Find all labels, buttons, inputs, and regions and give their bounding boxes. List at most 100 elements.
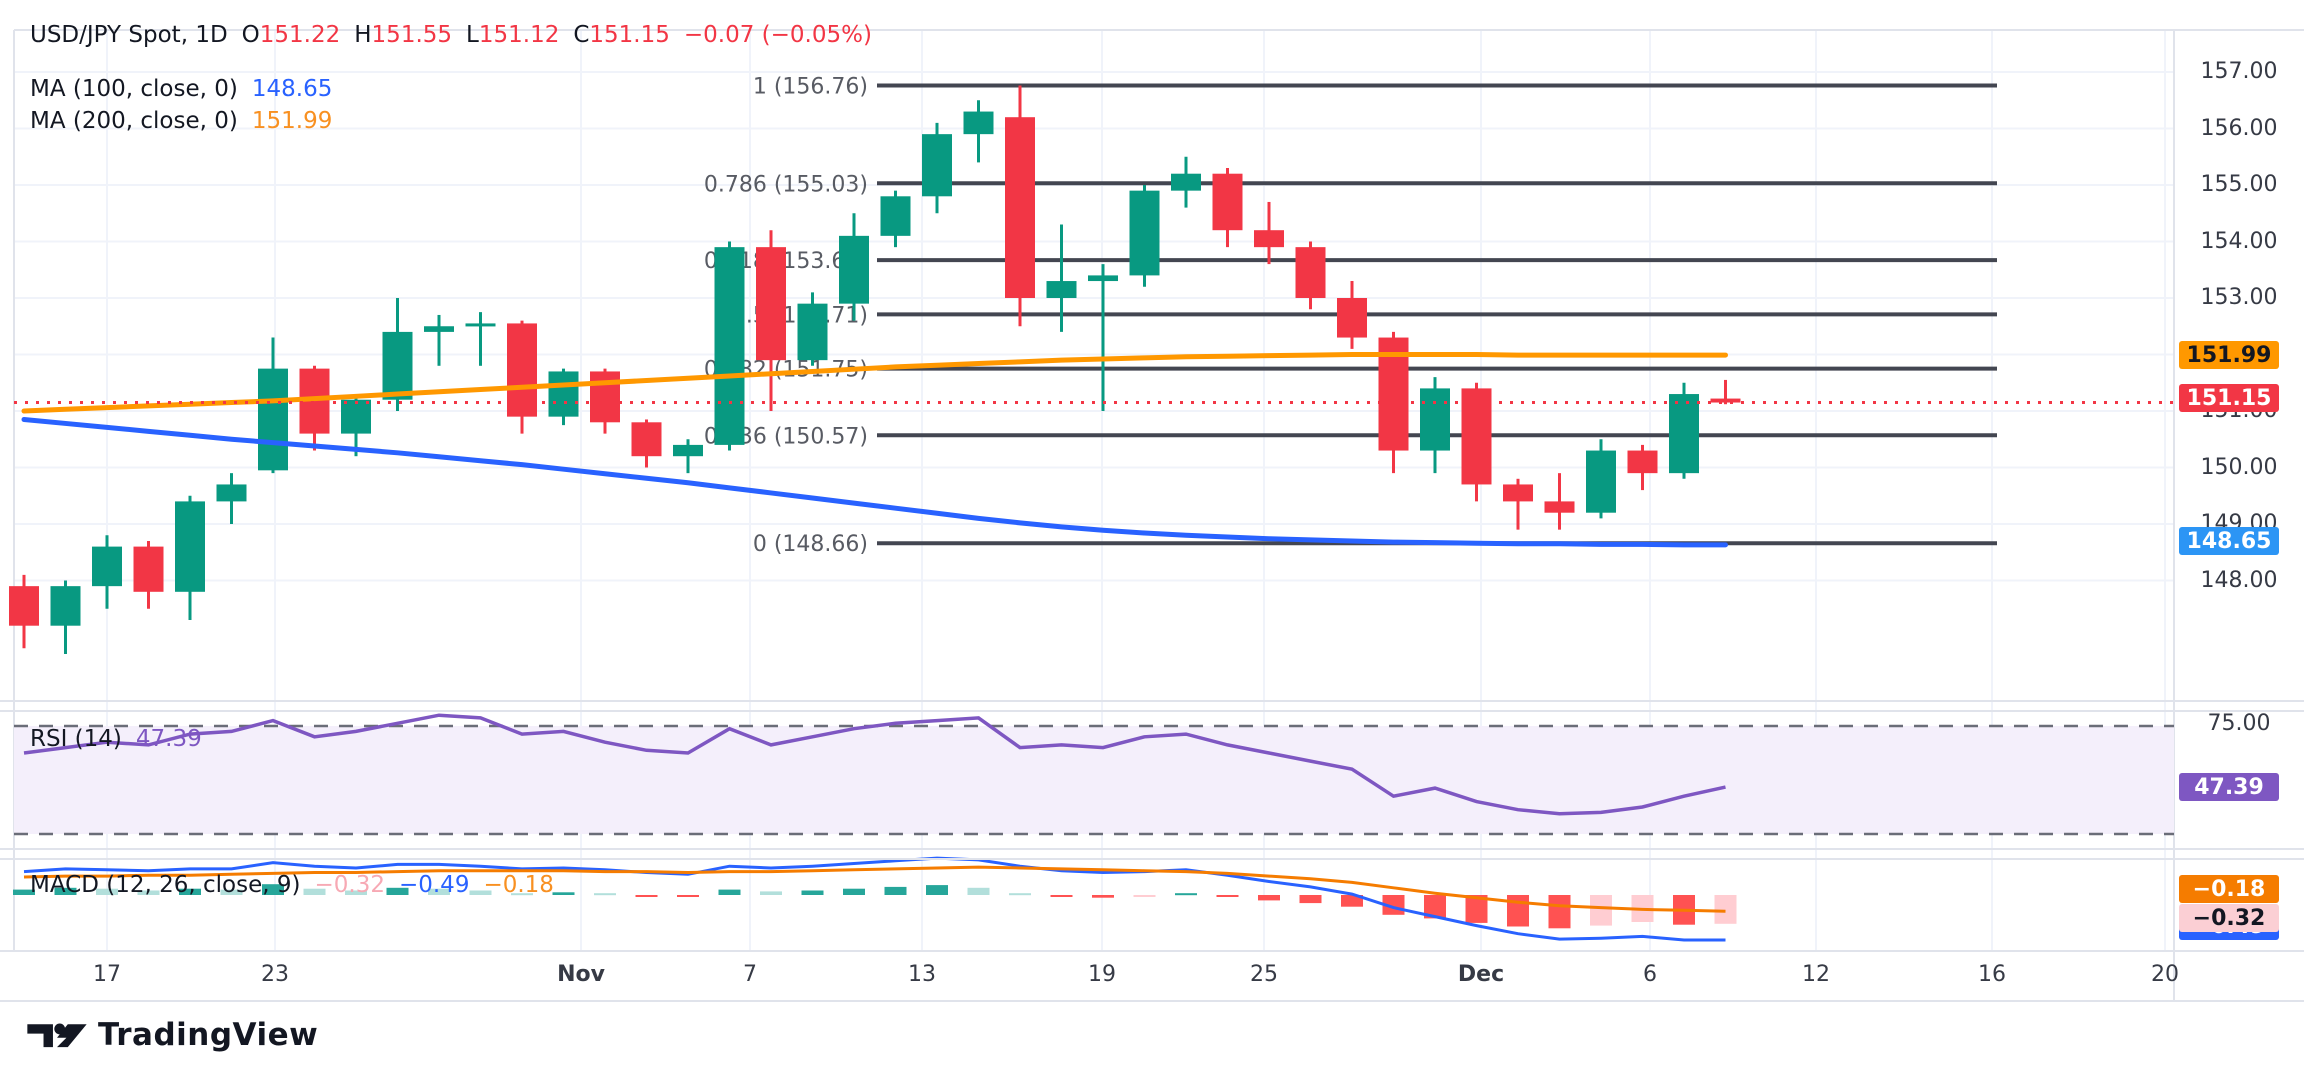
candle bbox=[631, 422, 662, 457]
price-axis-label: 157.00 bbox=[2200, 59, 2278, 84]
candle bbox=[258, 368, 288, 471]
candle bbox=[9, 586, 39, 626]
ma200-label: MA (200, close, 0) bbox=[30, 108, 238, 134]
candle bbox=[133, 546, 164, 592]
rsi-axis-label: 75.00 bbox=[2207, 710, 2271, 736]
candle bbox=[382, 331, 413, 400]
candle bbox=[922, 134, 952, 197]
candle bbox=[1710, 398, 1741, 403]
candle bbox=[673, 444, 703, 457]
macd-hist-badge: −0.32 bbox=[2179, 904, 2279, 932]
macd-legend[interactable]: MACD (12, 26, close, 9) −0.32 −0.49 −0.1… bbox=[30, 872, 554, 898]
macd-line[interactable] bbox=[23, 856, 1726, 942]
ohlc-low: L151.12 bbox=[466, 22, 560, 48]
candle bbox=[839, 235, 869, 304]
time-axis-border bbox=[0, 950, 2304, 952]
candle bbox=[548, 371, 579, 417]
candle bbox=[1171, 173, 1201, 191]
fib-label: 1 (156.76) bbox=[753, 75, 868, 100]
ma200-legend[interactable]: MA (200, close, 0) 151.99 bbox=[30, 108, 332, 134]
candle bbox=[1088, 275, 1118, 282]
candle bbox=[590, 371, 620, 423]
candle bbox=[1046, 281, 1077, 298]
pane-separator-price-rsi-lower bbox=[0, 710, 2304, 712]
tradingview-logo[interactable]: TradingView bbox=[26, 1012, 318, 1058]
candle bbox=[465, 323, 496, 327]
time-axis-label: Dec bbox=[1457, 962, 1505, 987]
candle bbox=[963, 111, 994, 135]
time-axis-label: 19 bbox=[1088, 962, 1116, 987]
ma100-value: 148.65 bbox=[251, 76, 333, 102]
rsi-legend[interactable]: RSI (14) 47.39 bbox=[30, 726, 202, 752]
fib-label: 0 (148.66) bbox=[753, 532, 868, 557]
candle bbox=[92, 546, 122, 587]
ma200-badge: 151.99 bbox=[2179, 341, 2279, 369]
ohlc-open: O151.22 bbox=[241, 22, 341, 48]
time-axis-label: 6 bbox=[1643, 962, 1657, 987]
candle bbox=[424, 326, 454, 332]
rsi-badge: 47.39 bbox=[2179, 773, 2279, 801]
candle bbox=[50, 586, 81, 626]
pane-separator-rsi-macd-lower bbox=[0, 858, 2304, 860]
ma100-line[interactable] bbox=[21, 416, 1728, 548]
ma100-legend[interactable]: MA (100, close, 0) 148.65 bbox=[30, 76, 332, 102]
price-badge: 151.15 bbox=[2179, 384, 2279, 412]
rsi-line[interactable] bbox=[23, 713, 1726, 816]
ma100-badge: 148.65 bbox=[2179, 527, 2279, 555]
price-axis-label: 150.00 bbox=[2200, 454, 2278, 480]
candle bbox=[1295, 247, 1326, 298]
candle bbox=[1503, 484, 1533, 502]
tradingview-logo-icon bbox=[27, 1023, 87, 1048]
symbol-title: USD/JPY Spot, 1D bbox=[30, 22, 228, 48]
macd-label: MACD (12, 26, close, 9) bbox=[30, 872, 301, 898]
macd-signal-badge: −0.18 bbox=[2179, 875, 2279, 903]
time-axis-label: Nov bbox=[557, 962, 605, 987]
rsi-value: 47.39 bbox=[135, 726, 202, 752]
price-axis-label: 154.00 bbox=[2200, 228, 2278, 254]
candle bbox=[1337, 298, 1367, 338]
candle bbox=[216, 484, 247, 502]
candle bbox=[1669, 394, 1699, 474]
candle bbox=[714, 247, 745, 445]
candle bbox=[1586, 450, 1616, 513]
candle bbox=[1461, 388, 1492, 485]
price-axis-label: 153.00 bbox=[2200, 285, 2278, 310]
macd-line-value: −0.49 bbox=[398, 872, 470, 898]
candle bbox=[1129, 190, 1160, 276]
ma200-line[interactable] bbox=[21, 352, 1728, 414]
time-axis-label: 12 bbox=[1802, 962, 1830, 987]
macd-hist-value: −0.32 bbox=[314, 872, 385, 898]
time-axis-label: 25 bbox=[1250, 962, 1278, 987]
candle bbox=[1005, 117, 1035, 298]
pane-separator-price-rsi[interactable] bbox=[0, 700, 2304, 702]
candle bbox=[1420, 388, 1450, 451]
symbol-legend[interactable]: USD/JPY Spot, 1D O151.22 H151.55 L151.12… bbox=[30, 22, 872, 48]
tradingview-logo-text: TradingView bbox=[98, 1017, 319, 1053]
time-axis-label: 16 bbox=[1978, 962, 2006, 987]
price-change: −0.07 (−0.05%) bbox=[683, 22, 872, 48]
candlestick-series bbox=[9, 85, 1741, 654]
candle bbox=[175, 501, 205, 592]
time-axis-label: 7 bbox=[743, 962, 757, 987]
candle bbox=[1254, 230, 1284, 248]
candle bbox=[756, 247, 786, 361]
macd-signal-line[interactable] bbox=[23, 865, 1726, 913]
time-axis-label: 23 bbox=[261, 962, 289, 987]
time-axis-label: 13 bbox=[908, 962, 936, 987]
pane-separator-rsi-macd[interactable] bbox=[0, 848, 2304, 850]
time-axis-label: 17 bbox=[93, 962, 121, 987]
ohlc-close: C151.15 bbox=[573, 22, 670, 48]
ma100-label: MA (100, close, 0) bbox=[30, 76, 238, 102]
candle bbox=[797, 303, 828, 361]
candle bbox=[1627, 450, 1658, 474]
candle bbox=[341, 399, 371, 434]
price-axis-label: 148.00 bbox=[2200, 567, 2278, 593]
chart-bottom-border bbox=[0, 1000, 2304, 1002]
rsi-label: RSI (14) bbox=[30, 726, 122, 752]
price-axis-label: 156.00 bbox=[2200, 115, 2278, 141]
candle bbox=[1212, 173, 1243, 231]
price-axis-label: 155.00 bbox=[2200, 172, 2278, 197]
candle bbox=[1544, 501, 1575, 513]
